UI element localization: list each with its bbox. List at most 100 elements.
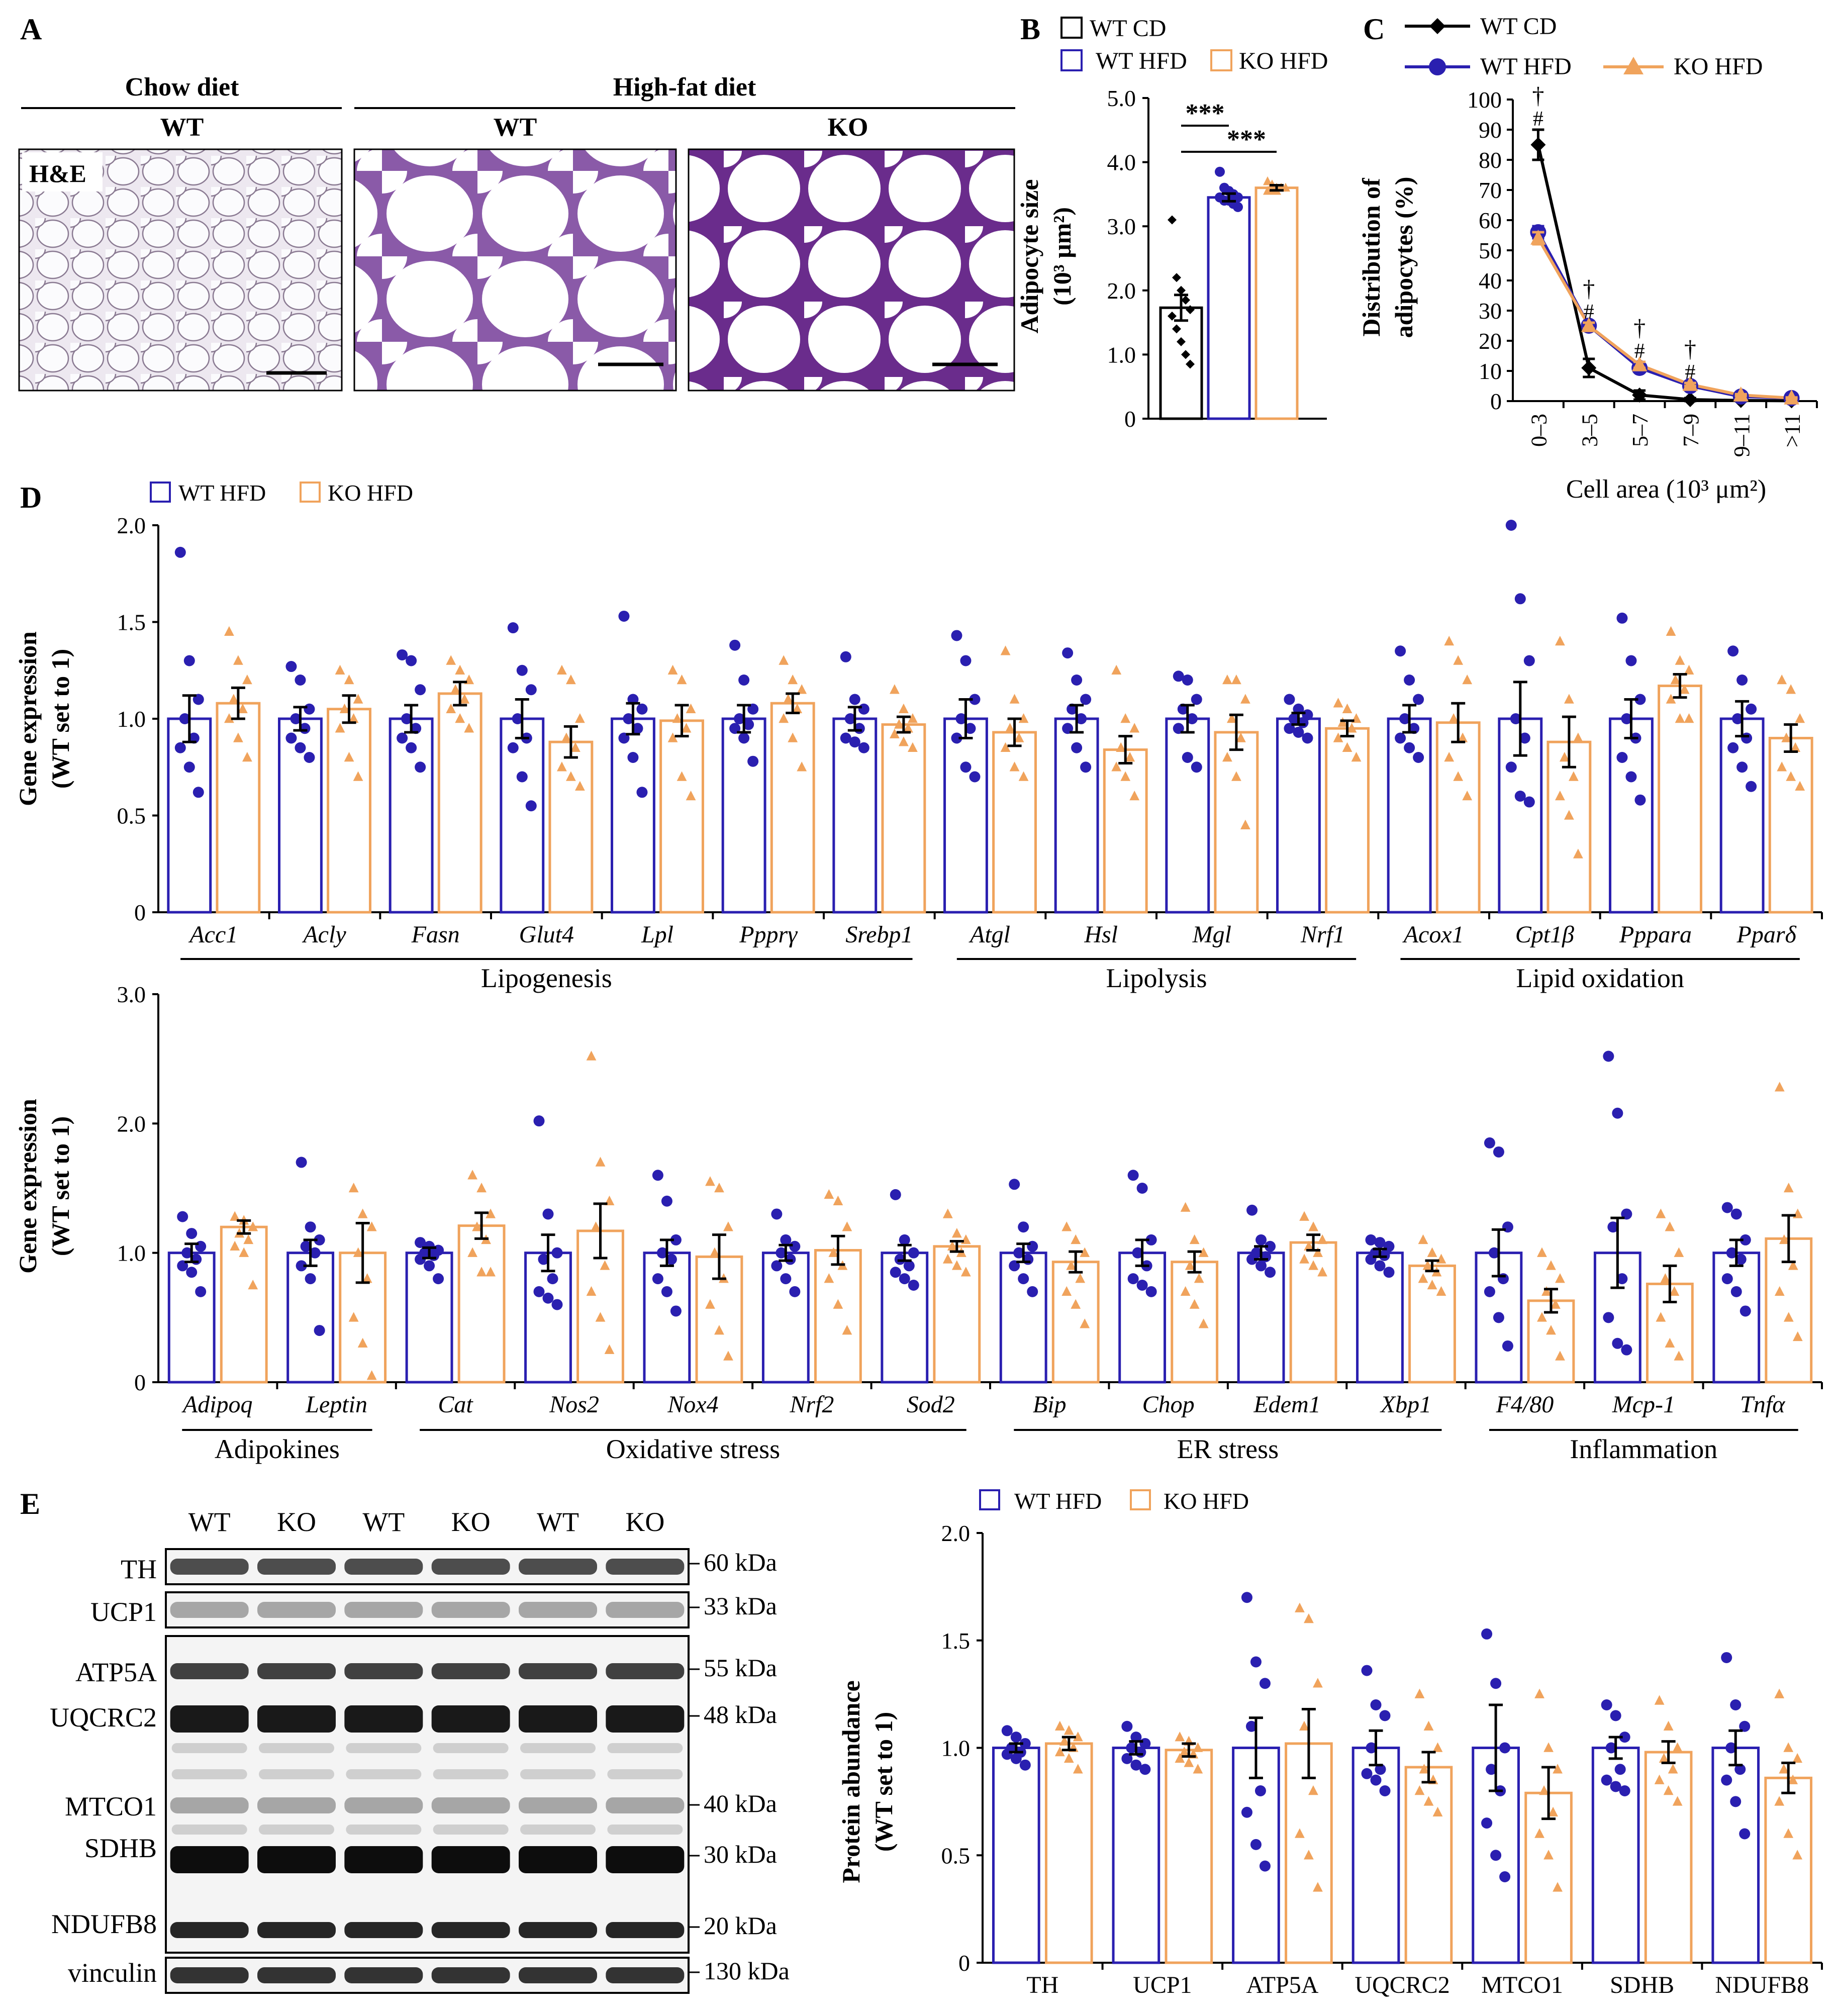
data-point-wt	[1616, 1273, 1628, 1285]
protein-band	[431, 1922, 510, 1938]
data-point-ko	[595, 1312, 606, 1322]
y-tick-label: 100	[1467, 87, 1502, 113]
faint-band	[520, 1743, 596, 1753]
data-point-ko	[455, 664, 465, 675]
data-point-wt	[890, 1267, 901, 1278]
data-point-wt	[195, 1240, 207, 1252]
data-point-wt	[1374, 1260, 1386, 1272]
data-point-wt	[1603, 1050, 1614, 1062]
data-point-ko	[230, 1211, 240, 1221]
data-point-ko	[1444, 636, 1455, 646]
y-tick-label: 1.5	[941, 1628, 971, 1654]
data-point-wt	[1265, 1240, 1276, 1252]
error-bar	[1174, 294, 1188, 322]
data-point-wt	[1019, 1759, 1031, 1771]
data-point-ko	[1564, 810, 1574, 820]
data-point-wt	[738, 675, 750, 686]
data-point-wt	[1246, 1254, 1258, 1265]
data-point-ko	[353, 771, 363, 781]
protein-band	[344, 1797, 423, 1813]
x-tick-label: Cpt1β	[1515, 921, 1574, 948]
bar-wt-hfd	[1711, 1747, 1760, 1964]
error-bar	[626, 702, 640, 736]
data-point-ko	[1795, 781, 1805, 791]
bar-ko-hfd	[327, 708, 371, 914]
data-point-wt	[1145, 1234, 1157, 1245]
data-point-wt	[1603, 1312, 1614, 1323]
data-point-ko	[1061, 1286, 1072, 1296]
data-point-ko	[1304, 1240, 1314, 1251]
data-point-ko	[1432, 1806, 1443, 1816]
data-point-wt	[401, 713, 413, 724]
data-point-wt	[1076, 713, 1087, 724]
data-point-wt	[174, 742, 186, 753]
data-point-ko	[1111, 664, 1122, 675]
data-point-wt	[776, 1247, 787, 1259]
bar-wt-hfd	[1719, 717, 1765, 914]
data-point-wt	[652, 1273, 663, 1285]
data-point-ko	[1666, 694, 1676, 704]
error-bar	[896, 715, 911, 734]
data-point-ko	[353, 1247, 363, 1257]
x-tick-label: Acox1	[1402, 921, 1464, 948]
y-tick-label: 90	[1479, 117, 1502, 143]
data-point-ko	[907, 713, 918, 723]
data-point-wt	[771, 1260, 783, 1272]
data-point-wt	[1265, 1267, 1276, 1278]
data-point-ko	[942, 1208, 953, 1218]
data-point-ko	[1553, 1882, 1563, 1892]
protein-band	[257, 1846, 336, 1873]
data-point-ko	[459, 694, 470, 704]
data-point-wt	[1145, 1286, 1157, 1297]
error-bar	[1135, 1238, 1149, 1267]
data-point-ko	[1783, 1183, 1794, 1193]
data-point-wt	[314, 1325, 325, 1336]
error-bar	[1270, 184, 1284, 192]
faint-band	[171, 1769, 247, 1779]
legend-marker-wt-hfd	[1429, 58, 1446, 75]
data-point-ko	[224, 713, 234, 723]
data-point-wt	[1736, 761, 1748, 773]
protein-band	[170, 1559, 249, 1575]
data-point-wt	[1241, 1806, 1252, 1818]
data-point-wt	[1490, 1850, 1502, 1861]
data-point-wt	[516, 664, 528, 676]
legend-swatch-wt-cd	[1060, 17, 1083, 39]
series-point	[1682, 392, 1698, 407]
molecular-weight-label: 48 kDa	[704, 1700, 777, 1729]
data-point	[1186, 359, 1195, 369]
protein-band	[519, 1705, 597, 1733]
data-point-ko	[1295, 1602, 1305, 1612]
data-point-ko	[556, 761, 567, 772]
data-point-ko	[339, 703, 350, 713]
protein-band	[519, 1967, 597, 1983]
data-point-ko	[1423, 1796, 1434, 1806]
data-point-ko	[705, 1176, 715, 1186]
data-point-wt	[1619, 1732, 1630, 1743]
data-point-ko	[686, 791, 696, 801]
data-point-ko	[1551, 1299, 1561, 1309]
data-point-wt	[661, 1286, 672, 1297]
data-point-ko	[1116, 742, 1126, 752]
data-point-wt	[1374, 1237, 1386, 1249]
data-point-ko	[1175, 1732, 1185, 1742]
data-point-wt	[1288, 713, 1300, 724]
data-point-ko	[960, 1234, 971, 1244]
faint-band	[607, 1825, 683, 1835]
data-point-ko	[574, 781, 585, 791]
data-point-ko	[446, 655, 456, 665]
data-point-wt	[1182, 752, 1193, 763]
data-point-wt	[174, 546, 186, 558]
data-point-ko	[677, 771, 687, 781]
bar-wt-hfd	[1356, 1252, 1404, 1384]
data-point-wt	[1071, 742, 1083, 753]
bar-ko-hfd	[881, 723, 926, 914]
data-point-wt	[951, 732, 962, 744]
data-point-ko	[1781, 732, 1792, 742]
data-point-wt	[618, 610, 630, 622]
data-point-wt	[1191, 694, 1202, 705]
protein-band	[519, 1797, 597, 1813]
bar-wt-hfd	[721, 717, 766, 914]
data-point	[1168, 311, 1177, 321]
legend-ko-hfd: KO HFD	[1164, 1488, 1249, 1514]
